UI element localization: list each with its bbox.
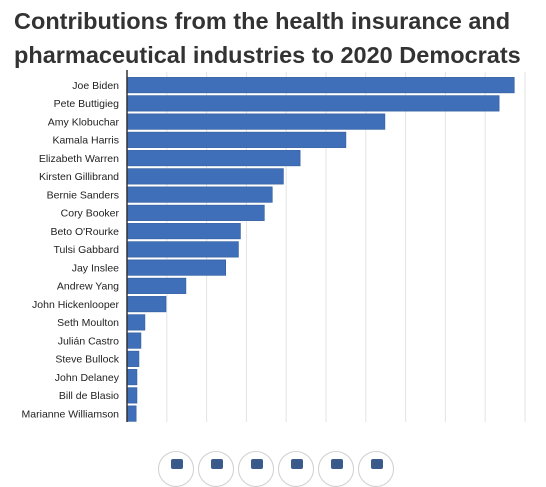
category-label: Seth Moulton [57,317,119,329]
category-label: Jay Inslee [72,262,119,274]
bar [126,113,386,130]
bar [126,241,239,258]
bar [126,277,187,294]
category-label: Julián Castro [58,335,119,347]
bar [126,223,241,240]
bar [126,332,142,349]
comment-icon[interactable] [358,451,394,487]
category-label: Tulsi Gabbard [53,244,119,256]
category-label: Kirsten Gillibrand [39,171,119,183]
category-label: Joe Biden [72,80,119,92]
bar [126,259,227,276]
bar [126,150,301,167]
category-label: Cory Booker [61,208,120,220]
category-label: Marianne Williamson [22,408,120,420]
bar [126,186,273,203]
category-label: Elizabeth Warren [39,153,119,165]
bar [126,168,284,185]
bar [126,296,167,313]
category-label: Bernie Sanders [47,189,119,201]
category-label: John Hickenlooper [32,299,119,311]
bar [126,350,140,367]
category-label: Pete Buttigieg [54,98,120,110]
bar [126,131,347,148]
category-label: John Delaney [55,372,120,384]
chart-title: Contributions from the health insurance … [14,8,521,68]
twitter-icon[interactable] [158,451,194,487]
category-label: Bill de Blasio [59,390,119,402]
print-icon[interactable] [318,451,354,487]
bar [126,369,138,386]
email-icon[interactable] [278,451,314,487]
category-label: Steve Bullock [55,354,119,366]
bar [126,405,137,422]
category-label: Andrew Yang [57,281,119,293]
bar [126,95,500,112]
category-label: Amy Klobuchar [48,116,120,128]
bar [126,314,146,331]
category-label: Beto O'Rourke [50,226,119,238]
bar [126,77,515,94]
pdf-icon[interactable] [238,451,274,487]
facebook-icon[interactable] [198,451,234,487]
bar [126,204,265,221]
share-bar [158,451,398,487]
category-label: Kamala Harris [52,135,119,147]
bar [126,387,138,404]
bar-chart: Joe Biden Pete Buttigieg Amy Klobuchar Kama… [22,70,526,422]
